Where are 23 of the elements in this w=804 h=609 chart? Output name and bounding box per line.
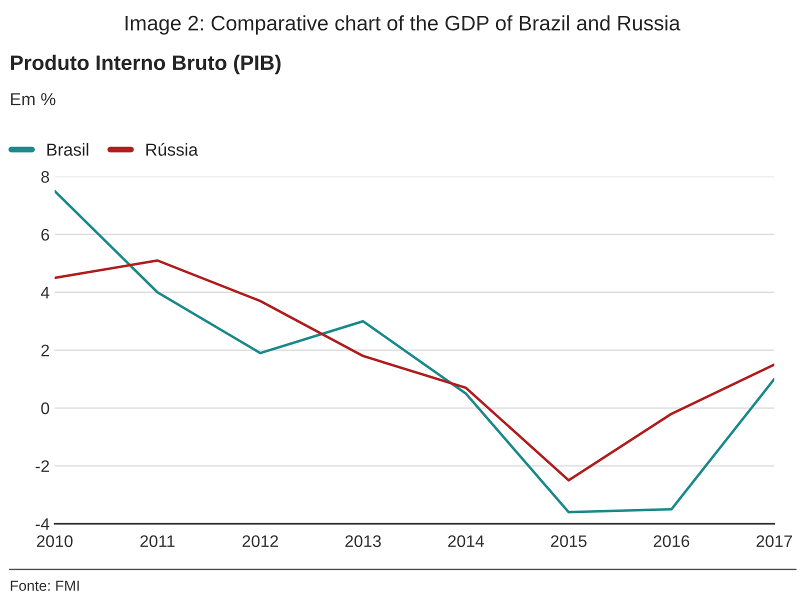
- x-tick-label: 2013: [345, 535, 381, 548]
- y-tick-label: 0: [41, 402, 50, 414]
- x-tick-label: 2014: [448, 535, 484, 548]
- x-tick-label: 2017: [756, 535, 792, 548]
- chart-title: Image 2: Comparative chart of the GDP of Brazil and Russia: [126, 15, 680, 35]
- x-tick-label: 2011: [140, 535, 175, 548]
- y-tick-label: 6: [41, 228, 50, 241]
- y-axis-title: Em %: [11, 93, 56, 106]
- x-tick-label: 2012: [242, 535, 278, 548]
- legend-label: Brasil: [47, 143, 88, 156]
- y-tick-label: 2: [41, 344, 49, 356]
- x-tick-label: 2016: [654, 535, 690, 548]
- y-tick-label: 4: [40, 286, 50, 298]
- x-tick-label: 2010: [36, 535, 73, 548]
- y-tick-label: -4: [36, 518, 50, 530]
- line-series: [54, 259, 774, 482]
- y-tick-label: -2: [36, 460, 49, 472]
- x-tick-label: 2015: [550, 535, 586, 548]
- legend-label: Rússia: [146, 142, 198, 156]
- source-note: Fonte: FMI: [10, 580, 79, 591]
- chart-subtitle: Produto Interno Bruto (PIB): [11, 54, 281, 74]
- line-series: [54, 190, 774, 514]
- y-tick-label: 8: [41, 171, 50, 183]
